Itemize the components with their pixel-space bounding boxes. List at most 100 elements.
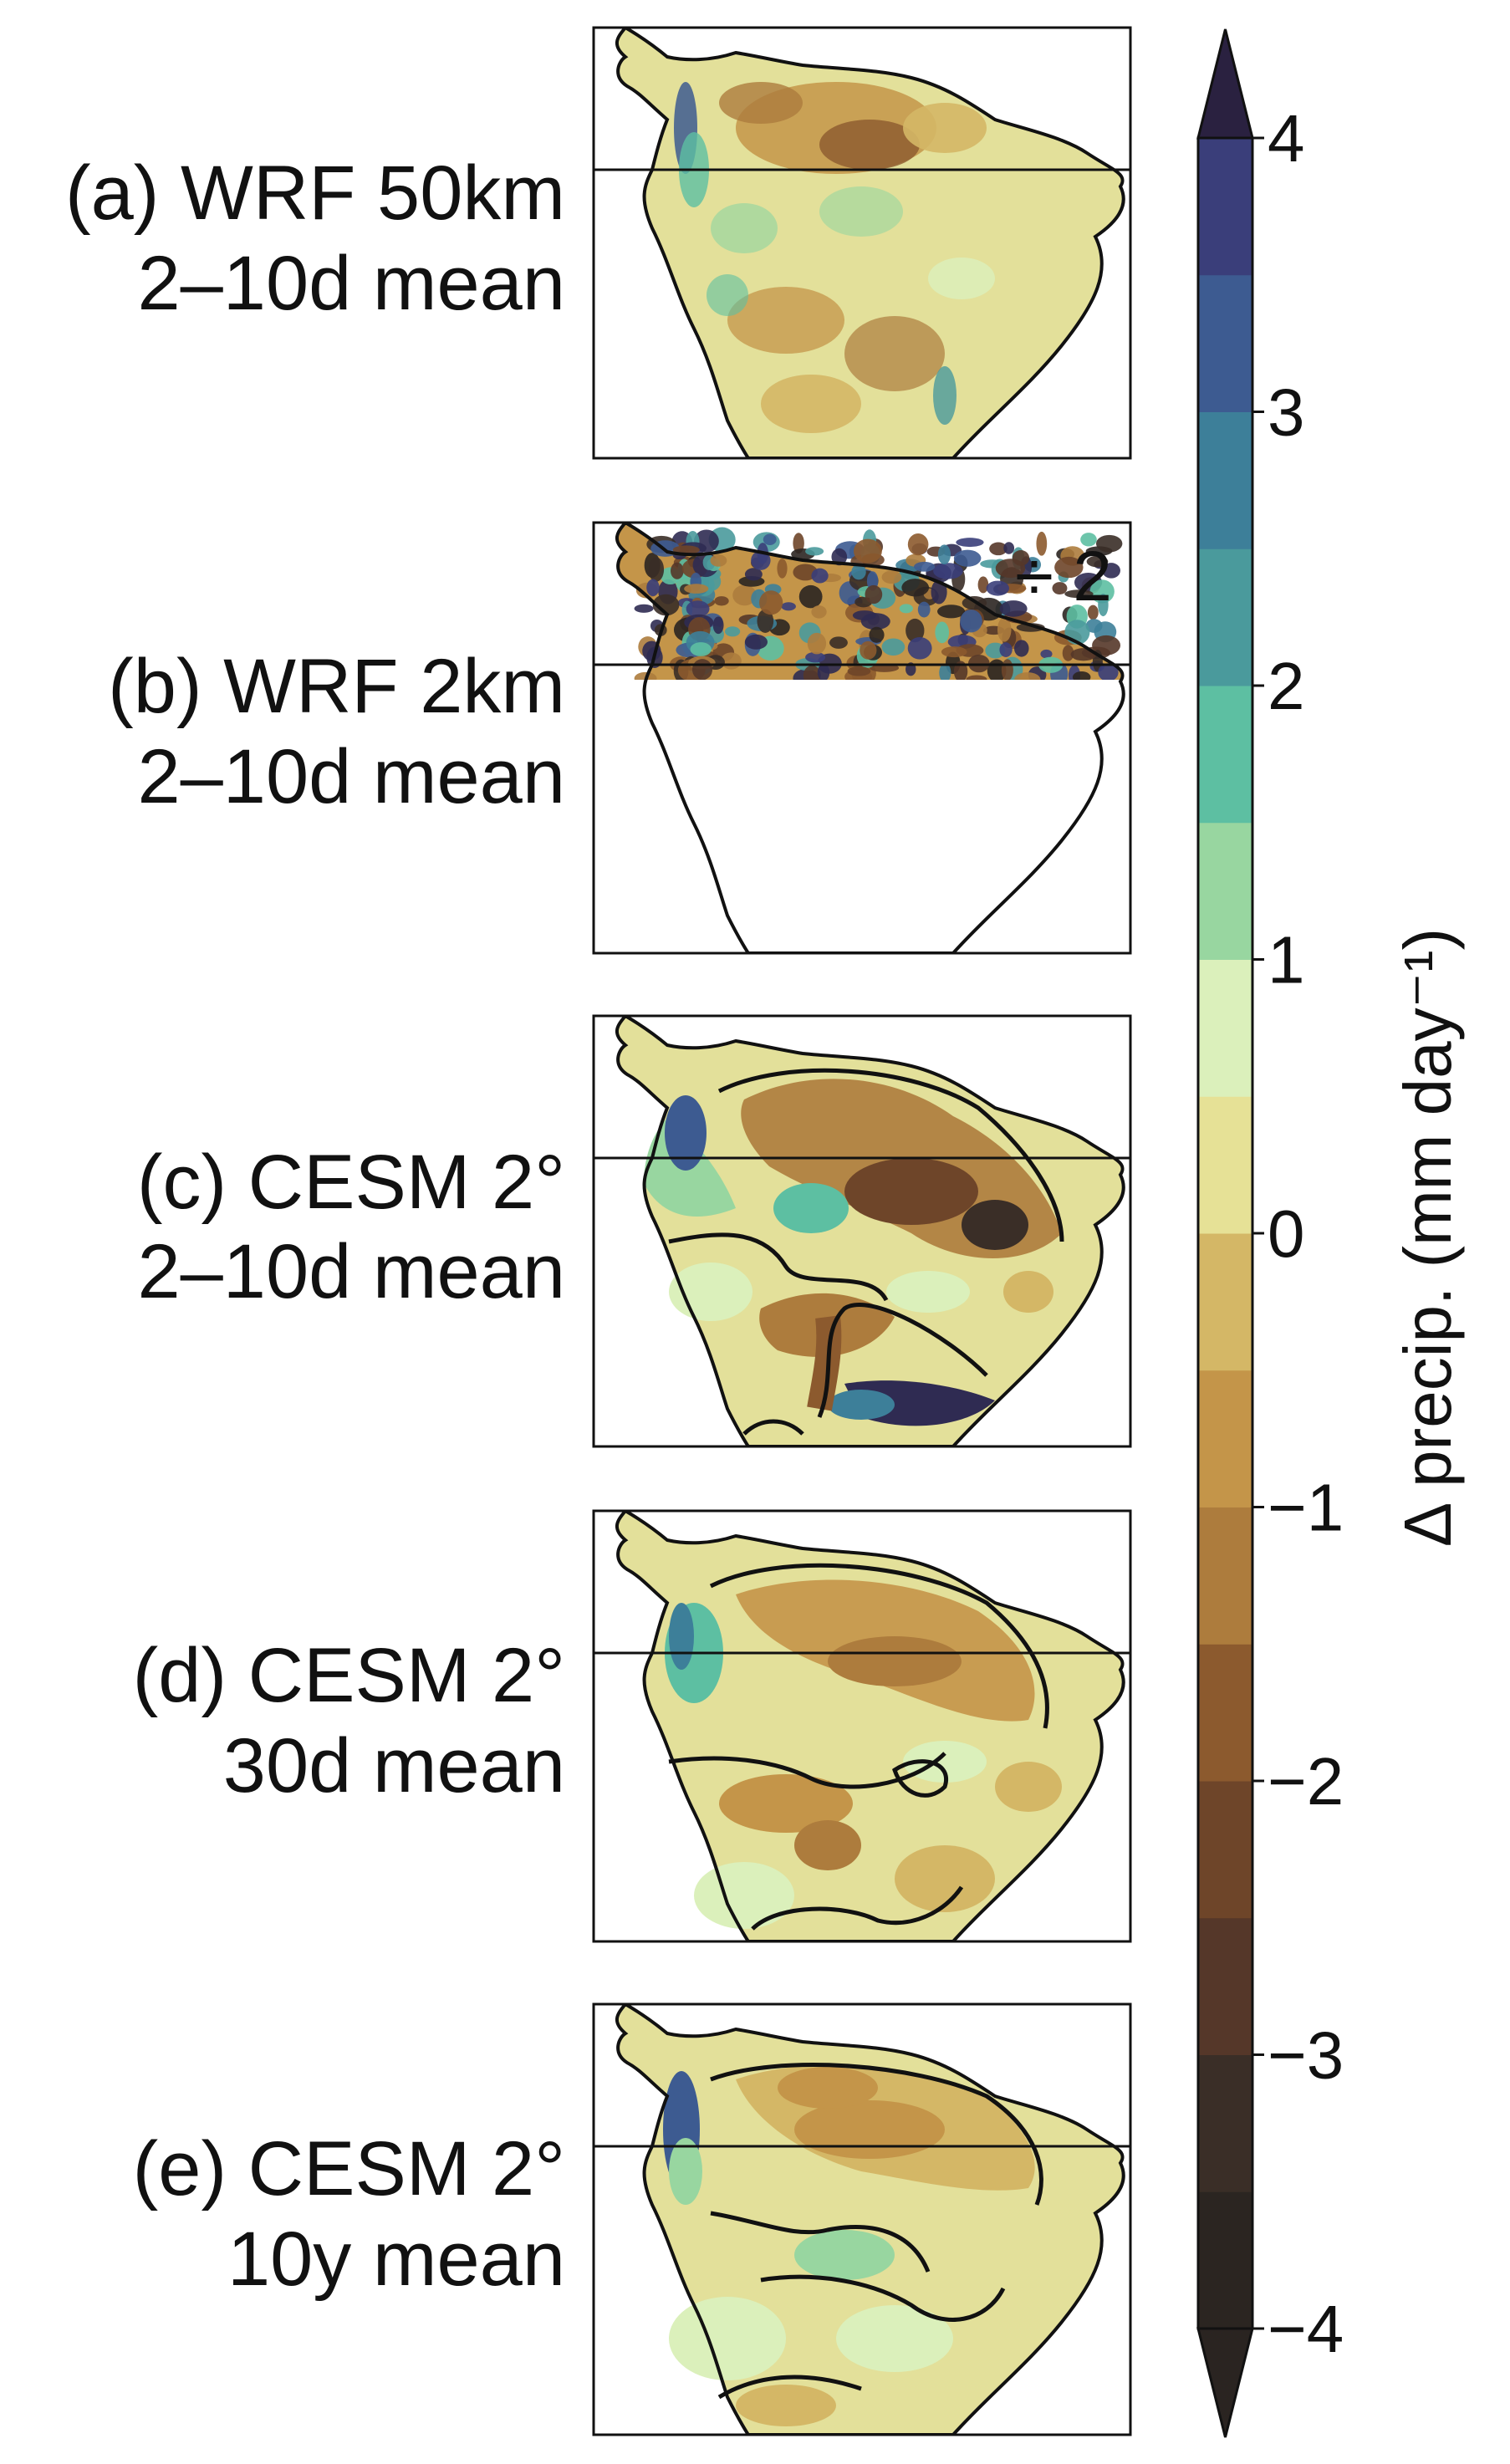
colorbar-band — [1198, 1233, 1252, 1371]
colorbar-band — [1198, 1781, 1252, 1919]
panel-b-noise-cell — [725, 626, 741, 637]
panel-a-anomaly-field — [674, 82, 995, 433]
panel-b-noise-cell — [671, 562, 684, 579]
panel-c-label: (c) CESM 2° 2–10d mean — [137, 1140, 565, 1314]
panel-c-zero-contours — [668, 1068, 1064, 1436]
panel-b-noise-cell — [937, 544, 951, 565]
colorbar-tick-label: −4 — [1268, 2292, 1344, 2366]
colorbar-band — [1198, 1644, 1252, 1782]
panel-e-zero-contours — [710, 2063, 1043, 2400]
panel-b-noise-cell — [793, 533, 804, 554]
panel-b-noise-cell — [939, 663, 951, 680]
colorbar-tick-label: −3 — [1268, 2018, 1344, 2093]
colorbar-band — [1198, 274, 1252, 412]
panel-b-noise-cell — [803, 665, 821, 680]
panel-b-noise-cell — [732, 584, 757, 606]
panel-b-noise-cell — [986, 580, 1009, 596]
colorbar-tick-label: 1 — [1268, 923, 1305, 997]
panel-b-noise-cell — [807, 632, 827, 655]
panel-b-noise-cell — [1089, 579, 1115, 604]
panel-b-noise-cell — [710, 554, 727, 567]
map-frame-e — [592, 2002, 1132, 2436]
panel-b-noise-cell — [759, 590, 783, 615]
panel-b-noise-cell — [1062, 645, 1074, 661]
panel-b-scale-annotation: ÷ 2 — [1015, 537, 1112, 615]
panel-b-noise-cell — [763, 533, 777, 546]
panel-b-noise-cell — [865, 584, 883, 605]
panel-b-noise-cell — [1014, 640, 1029, 657]
panel-b-noise-cell — [811, 605, 827, 619]
panel-b-noise-cell — [646, 579, 660, 597]
panel-b-noise-cell — [1016, 623, 1045, 632]
colorbar-extend-min — [1196, 2327, 1254, 2438]
panel-b-noise-cell — [999, 642, 1013, 657]
colorbar-tick-label: 0 — [1268, 1196, 1305, 1271]
panel-b-noise-cell — [989, 542, 1008, 556]
panel-b-noise-cell — [860, 640, 877, 660]
map-panel-b — [594, 523, 1130, 953]
panel-b-noise-cell — [690, 642, 712, 656]
panel-b-noise-cell — [860, 613, 890, 630]
map-panel-a — [594, 28, 1130, 458]
panel-b-noise-cell — [999, 600, 1028, 617]
panel-b-noise-cell — [805, 547, 824, 556]
colorbar-band — [1198, 138, 1252, 276]
panel-e-anomaly-field — [663, 2064, 1035, 2426]
colorbar-extend-max — [1196, 28, 1254, 140]
panel-b-noise-cell — [953, 549, 982, 567]
colorbar-tick-label: 2 — [1268, 649, 1305, 723]
panel-e-subtitle: 10y mean — [227, 2217, 565, 2302]
panel-b-noise-cell — [881, 570, 902, 584]
panel-b-noise-cell — [907, 636, 932, 660]
panel-b-noise-cell — [1001, 659, 1013, 680]
panel-b-noise-cell — [956, 538, 984, 548]
colorbar-tick-label: 4 — [1268, 101, 1305, 176]
colorbar-band — [1198, 2191, 1252, 2329]
panel-b-noise-cell — [853, 538, 882, 564]
panel-b-noise-cell — [1064, 589, 1094, 599]
panel-d-label: (d) CESM 2° 30d mean — [133, 1633, 565, 1808]
panel-b-noise-cell — [1095, 534, 1123, 553]
panel-b-noise-cell — [960, 610, 982, 633]
colorbar-band — [1198, 959, 1252, 1097]
panel-b-noise-cell — [1040, 649, 1053, 659]
panel-b-noise-cell — [899, 604, 913, 614]
map-panel-e — [594, 2004, 1130, 2435]
panel-b-noise-cell — [1052, 582, 1068, 594]
panel-d-zero-contours — [668, 1563, 1049, 1931]
colorbar-band — [1198, 548, 1252, 686]
panel-b-noise-cell — [1054, 556, 1084, 579]
panel-d-title: (d) CESM 2° — [133, 1633, 565, 1718]
panel-b-noise-cell — [652, 594, 680, 616]
panel-b-noise-cell — [966, 675, 987, 680]
panel-b-title: (b) WRF 2km — [108, 644, 565, 729]
map-frame-d — [592, 1509, 1132, 1943]
panel-b-noise-cell — [798, 584, 823, 609]
panel-b-noise-cell — [777, 559, 788, 579]
panel-b-noise-cell — [811, 568, 829, 584]
panel-a-title: (a) WRF 50km — [65, 150, 565, 236]
panel-b-noise-cell — [1098, 663, 1119, 680]
panel-c-title: (c) CESM 2° — [137, 1140, 565, 1225]
panel-b-noise-cell — [917, 601, 931, 618]
panel-b-noise-cell — [935, 621, 950, 644]
map-panel-c — [594, 1016, 1130, 1446]
panel-b-noise-cell — [995, 559, 1026, 579]
map-panel-d — [594, 1511, 1130, 1941]
colorbar-band — [1198, 2054, 1252, 2192]
map-frame-a — [592, 26, 1132, 460]
panel-b-noise-cell — [977, 576, 989, 594]
panel-b-noise-cell — [914, 561, 936, 572]
panel-b-noise-cell — [1072, 671, 1091, 680]
panel-b-noise-cell — [997, 617, 1012, 642]
colorbar-label: Δ precip. (mm day⁻¹) — [1390, 928, 1465, 1547]
panel-b-noise-cell — [829, 636, 848, 649]
colorbar-band — [1198, 1096, 1252, 1234]
panel-b-noise-cell — [714, 596, 729, 606]
panel-b-noise-cell — [931, 579, 947, 605]
colorbar-band — [1198, 822, 1252, 960]
panel-b-noise-cell — [933, 563, 963, 579]
panel-b-noise-cell — [941, 646, 967, 658]
panel-b-noise-cell — [881, 638, 905, 656]
